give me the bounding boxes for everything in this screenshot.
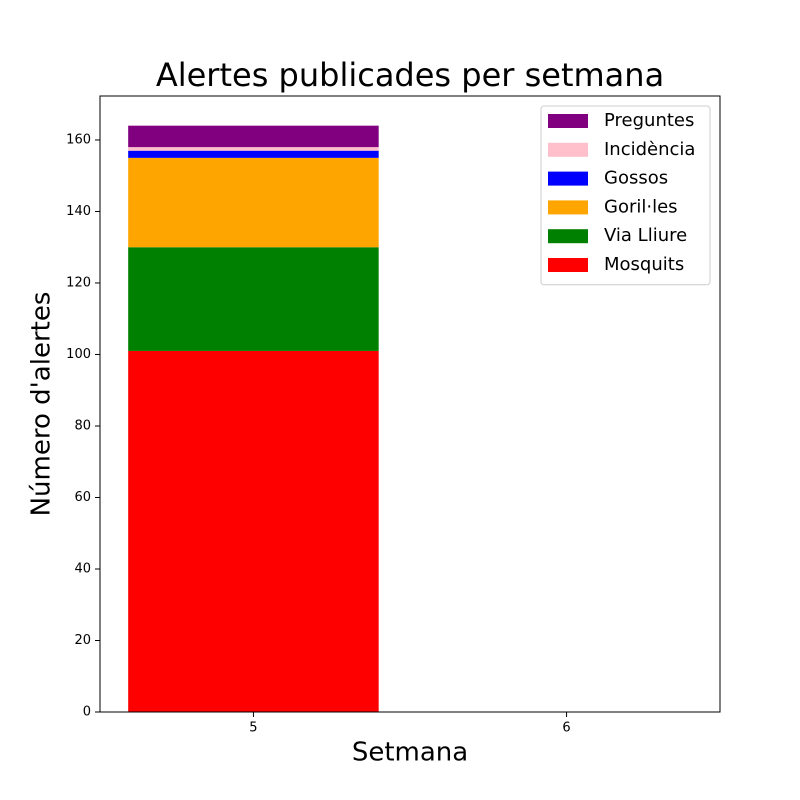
legend-swatch [548, 171, 588, 186]
legend-swatch [548, 200, 588, 215]
y-tick-label: 60 [74, 490, 91, 505]
legend-label: Via Lliure [604, 225, 687, 246]
x-tick-label: 6 [562, 721, 570, 736]
bar-segment [128, 150, 379, 158]
y-tick-label: 100 [66, 347, 91, 362]
y-tick-label: 20 [74, 633, 91, 648]
y-tick-label: 40 [74, 561, 91, 576]
y-tick-label: 140 [66, 204, 91, 219]
bar-segment [128, 247, 379, 351]
legend-label: Goril·les [604, 196, 678, 217]
legend-label: Gossos [604, 168, 668, 189]
y-tick-label: 120 [66, 275, 91, 290]
chart-title: Alertes publicades per setmana [156, 56, 664, 94]
bar-segment [128, 147, 379, 151]
legend-label: Preguntes [604, 110, 694, 131]
legend-swatch [548, 258, 588, 272]
legend-swatch [548, 229, 588, 244]
bar-segment [128, 125, 379, 148]
x-axis-label: Setmana [352, 738, 468, 768]
bar-segment [128, 157, 379, 248]
y-axis-label: Número d'alertes [27, 292, 57, 517]
plot-frame [99, 95, 721, 713]
legend-label: Incidència [604, 139, 695, 160]
legend-swatch [548, 142, 588, 157]
y-tick-label: 0 [83, 705, 91, 720]
y-tick-label: 160 [66, 132, 91, 147]
legend-label: Mosquits [604, 254, 684, 275]
bar-segment [128, 350, 379, 712]
x-tick-label: 5 [249, 721, 257, 736]
legend-swatch [548, 114, 588, 128]
y-tick-label: 80 [74, 418, 91, 433]
